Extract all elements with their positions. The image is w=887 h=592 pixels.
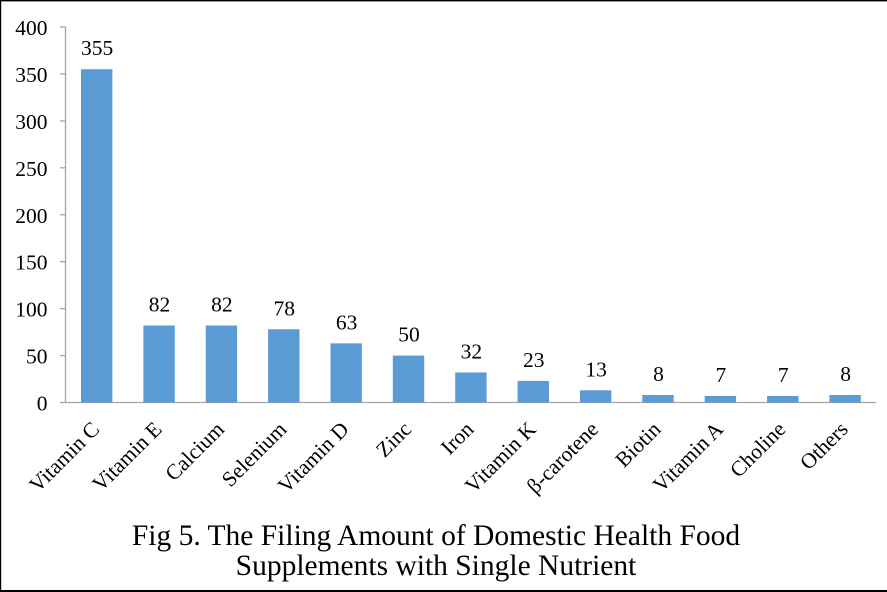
svg-text:Zinc: Zinc [371,417,416,462]
svg-text:300: 300 [15,110,47,134]
svg-text:Choline: Choline [725,417,790,482]
svg-text:350: 350 [15,63,47,87]
svg-text:250: 250 [15,157,47,181]
svg-text:200: 200 [15,204,47,228]
svg-text:Iron: Iron [436,417,478,459]
svg-text:355: 355 [81,36,113,60]
svg-text:100: 100 [15,298,47,322]
svg-text:8: 8 [653,362,664,386]
svg-text:7: 7 [778,363,789,387]
svg-text:150: 150 [15,251,47,275]
svg-text:Vitamin E: Vitamin E [88,417,167,496]
svg-text:Others: Others [795,417,853,475]
svg-text:82: 82 [211,293,233,317]
svg-text:Fig 5. The Filing Amount of Do: Fig 5. The Filing Amount of Domestic Hea… [132,520,741,552]
svg-text:Supplements with Single Nutrie: Supplements with Single Nutrient [236,550,637,582]
svg-text:50: 50 [26,345,48,369]
svg-text:63: 63 [336,310,358,334]
svg-text:400: 400 [15,16,47,40]
svg-text:7: 7 [716,363,727,387]
svg-text:23: 23 [523,348,545,372]
svg-text:50: 50 [398,323,420,347]
svg-text:8: 8 [840,362,851,386]
svg-text:13: 13 [585,357,607,381]
svg-text:Biotin: Biotin [611,417,666,472]
svg-text:0: 0 [37,392,48,416]
svg-text:82: 82 [149,293,171,317]
svg-text:78: 78 [274,296,296,320]
svg-text:32: 32 [461,339,483,363]
